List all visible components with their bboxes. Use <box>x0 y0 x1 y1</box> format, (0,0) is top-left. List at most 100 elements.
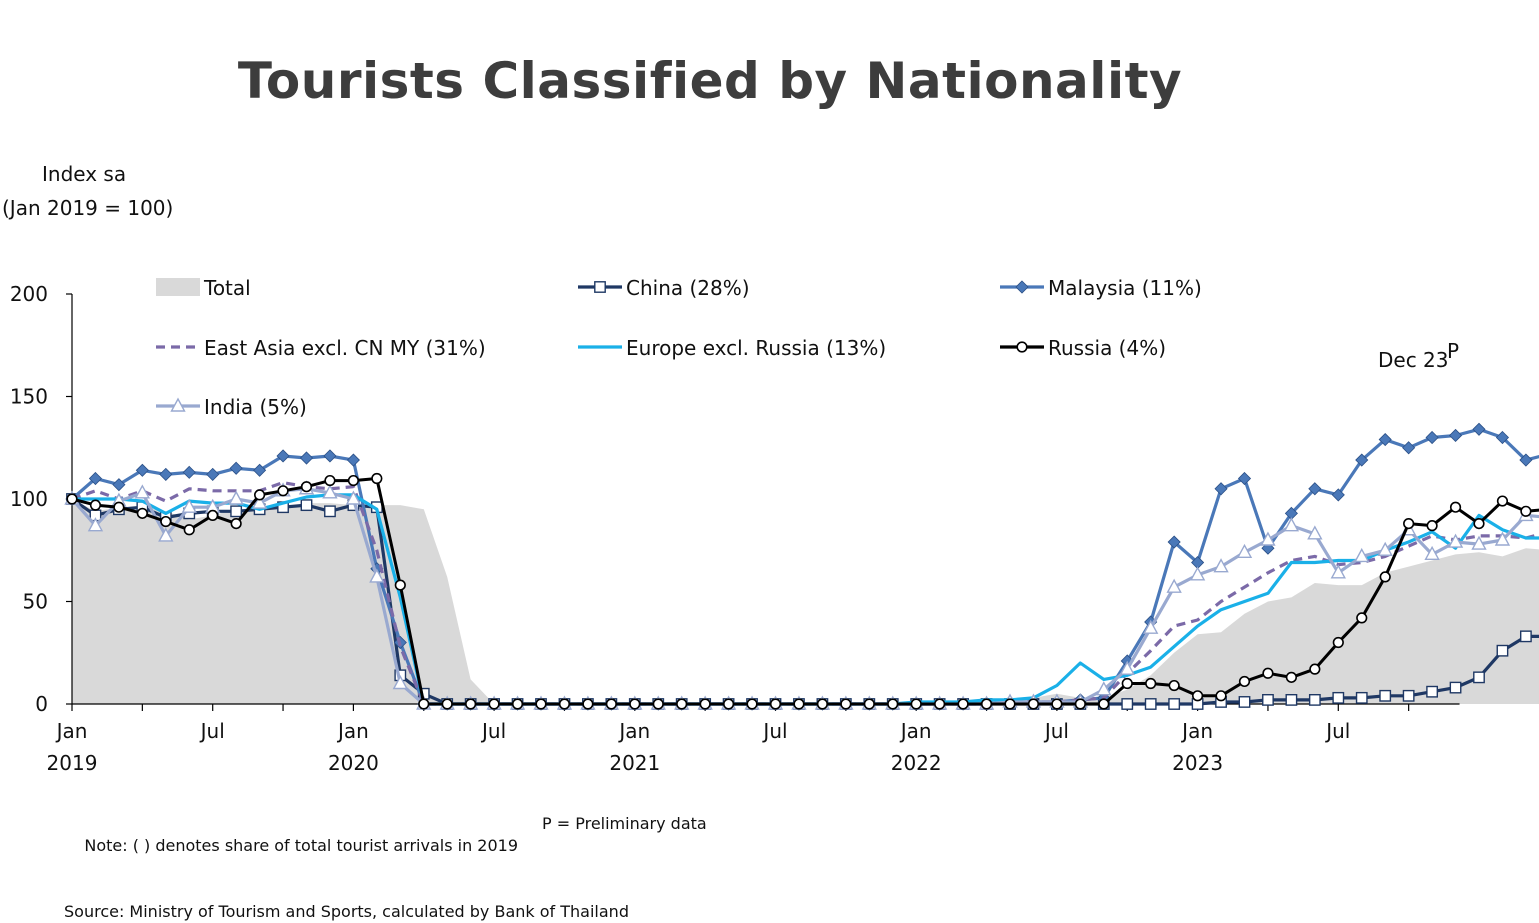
x-tick-label-month: Jul <box>761 719 787 743</box>
x-tick-label-month: Jul <box>480 719 506 743</box>
series-russia-point <box>816 698 829 710</box>
series-russia-point <box>300 481 313 493</box>
series-malaysia-point <box>1214 482 1228 496</box>
series-russia-point <box>746 698 758 710</box>
series-russia-point <box>394 579 406 591</box>
series-russia-point <box>793 698 805 710</box>
series-malaysia-point <box>1402 441 1416 455</box>
series-russia-point <box>1215 690 1227 702</box>
series-russia-point <box>1473 517 1485 530</box>
series-malaysia-point <box>1355 453 1369 467</box>
chart-title: Tourists Classified by Nationality <box>237 52 1183 110</box>
series-russia-point <box>1168 679 1180 692</box>
x-tick-label-year: 2022 <box>891 751 942 775</box>
series-india-point <box>158 527 174 542</box>
series-russia-point <box>1004 698 1016 710</box>
note-source: Source: Ministry of Tourism and Sports, … <box>64 902 629 921</box>
series-russia-point <box>652 698 664 710</box>
series-malaysia-point <box>1331 488 1345 502</box>
series-china-point <box>1285 694 1298 706</box>
series-russia-point <box>1027 698 1040 710</box>
series-india-point <box>1166 578 1182 593</box>
series-china-point <box>300 499 313 512</box>
series-russia-point <box>1051 698 1063 710</box>
series-malaysia-point <box>206 467 220 481</box>
series-malaysia-point <box>1378 432 1392 447</box>
series-china-point <box>230 505 243 518</box>
series-malaysia-point <box>159 467 173 481</box>
legend-label-russia: Russia (4%) <box>1048 336 1166 360</box>
series-india-point <box>1236 543 1253 558</box>
series-russia-line <box>71 477 1539 706</box>
legend-label-east-asia: East Asia excl. CN MY (31%) <box>204 336 486 360</box>
series-china-point <box>1426 685 1439 698</box>
series-russia-point <box>371 472 383 485</box>
series-russia-point <box>957 698 969 710</box>
x-tick-label-month: Jan <box>55 719 88 743</box>
series-india-point <box>134 484 151 499</box>
series-china-point <box>1262 694 1274 706</box>
series-china-point <box>1355 691 1368 704</box>
series-malaysia-point <box>1495 430 1510 445</box>
series-malaysia-point <box>1308 482 1322 496</box>
series-china-point <box>1332 691 1345 704</box>
series-russia-point <box>230 517 242 530</box>
series-malaysia-point <box>229 461 243 475</box>
series-india-point <box>1213 558 1229 573</box>
series-china-point <box>1238 696 1251 708</box>
series-india-point <box>1494 531 1511 546</box>
series-india-point <box>1471 535 1487 550</box>
series-russia-point <box>535 698 547 710</box>
x-tick-label-month: Jan <box>899 719 932 743</box>
series-russia-point <box>277 485 289 497</box>
x-tick-label-year: 2021 <box>609 751 660 775</box>
legend-label-china: China (28%) <box>626 276 750 300</box>
series-malaysia-point <box>299 451 314 465</box>
y-axis-label-base: (Jan 2019 = 100) <box>2 196 174 220</box>
series-china-point <box>1473 671 1485 684</box>
series-china-point <box>1144 698 1157 710</box>
series-russia-point <box>324 474 336 487</box>
series-russia-point <box>1121 677 1133 690</box>
series-russia-point <box>418 698 430 710</box>
x-tick-label-month: Jul <box>1324 719 1350 743</box>
series-russia-point <box>254 489 266 501</box>
series-russia-point <box>1356 612 1368 624</box>
legend-marker-china <box>594 281 606 293</box>
series-malaysia-point <box>276 449 290 463</box>
series-china-point <box>1402 689 1415 702</box>
series-india-point <box>1283 517 1300 532</box>
y-tick-label: 150 <box>10 385 48 409</box>
series-malaysia-point <box>1448 428 1463 443</box>
y-tick-label: 200 <box>10 282 48 306</box>
chart-notes: Note: ( ) denotes share of total tourist… <box>64 813 707 923</box>
annotation-dec23: Dec 23 <box>1378 348 1449 372</box>
series-india-point <box>1330 564 1346 579</box>
legend-label-europe: Europe excl. Russia (13%) <box>626 336 886 360</box>
x-tick-label-month: Jan <box>336 719 369 743</box>
series-malaysia-point <box>1472 422 1486 436</box>
series-malaysia-point <box>182 465 196 479</box>
series-india-point <box>251 494 268 509</box>
x-tick-label-year: 2023 <box>1172 751 1223 775</box>
series-russia-point <box>136 507 148 519</box>
series-india-point <box>1307 525 1323 540</box>
series-russia-point <box>1520 505 1532 517</box>
series-malaysia-point <box>1519 453 1533 467</box>
series-russia-point <box>66 493 78 505</box>
series-russia-point <box>769 698 782 710</box>
x-tick-label-year: 2020 <box>328 751 379 775</box>
legend-swatch-total <box>156 278 200 296</box>
x-tick-label-year: 2019 <box>47 751 98 775</box>
legend-label-malaysia: Malaysia (11%) <box>1048 276 1202 300</box>
series-india-point <box>345 490 362 505</box>
series-russia-point <box>465 698 477 710</box>
series-china-point <box>1308 694 1321 706</box>
series-russia-point <box>676 698 688 710</box>
x-tick-label-month: Jan <box>617 719 650 743</box>
series-russia-point <box>347 474 360 487</box>
series-russia-point <box>511 698 524 710</box>
y-tick-label: 100 <box>10 487 48 511</box>
series-china-point <box>1168 698 1181 710</box>
series-russia-point <box>582 698 594 710</box>
